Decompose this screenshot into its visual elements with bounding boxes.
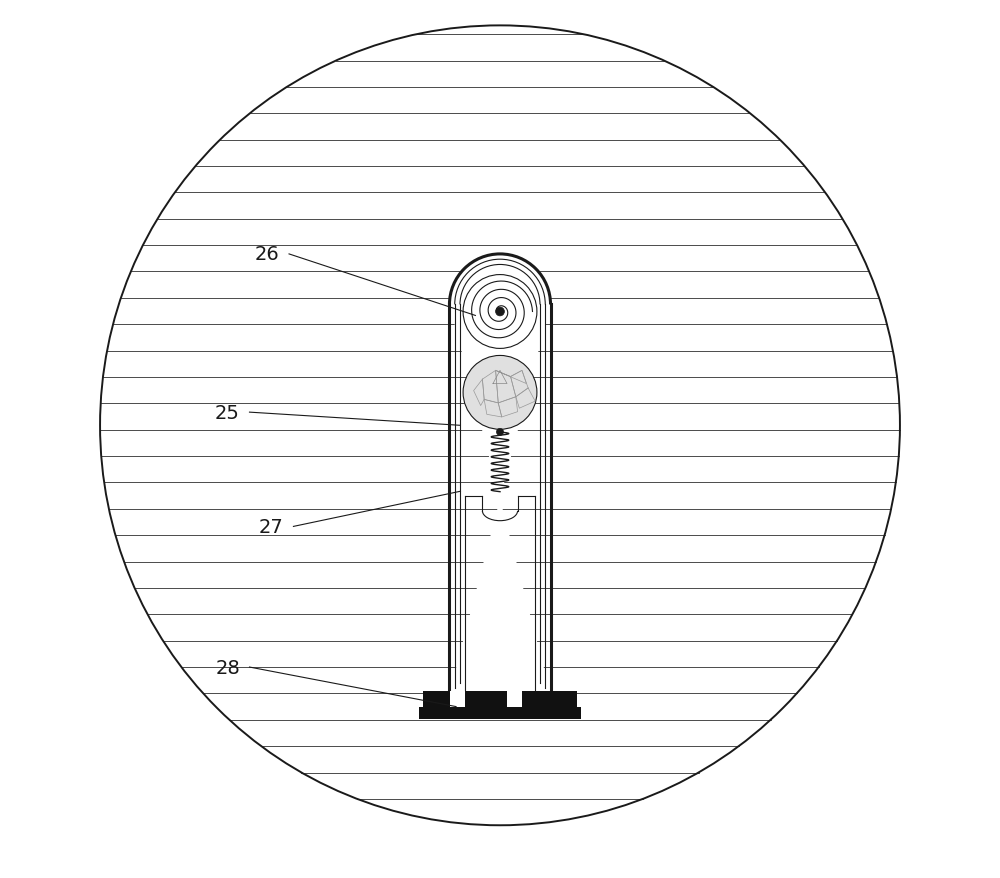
Text: 28: 28 — [215, 658, 240, 677]
Text: 27: 27 — [259, 517, 284, 536]
Text: 25: 25 — [215, 403, 240, 422]
Bar — [450, 691, 465, 707]
Bar — [419, 707, 581, 719]
Circle shape — [496, 308, 504, 317]
Bar — [423, 691, 577, 707]
Text: 26: 26 — [255, 245, 279, 264]
Circle shape — [496, 429, 504, 436]
Bar — [507, 691, 522, 707]
Circle shape — [463, 356, 537, 430]
Polygon shape — [449, 255, 551, 694]
Circle shape — [100, 26, 900, 825]
